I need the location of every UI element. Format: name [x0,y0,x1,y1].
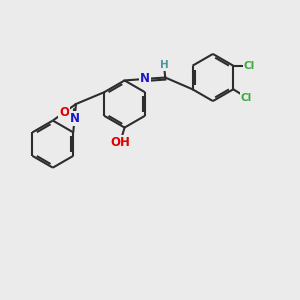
Text: OH: OH [110,136,130,149]
Text: H: H [160,60,168,70]
Text: O: O [59,106,69,119]
Text: Cl: Cl [241,92,252,103]
Text: N: N [70,112,80,125]
Text: N: N [140,73,150,85]
Text: Cl: Cl [244,61,255,71]
